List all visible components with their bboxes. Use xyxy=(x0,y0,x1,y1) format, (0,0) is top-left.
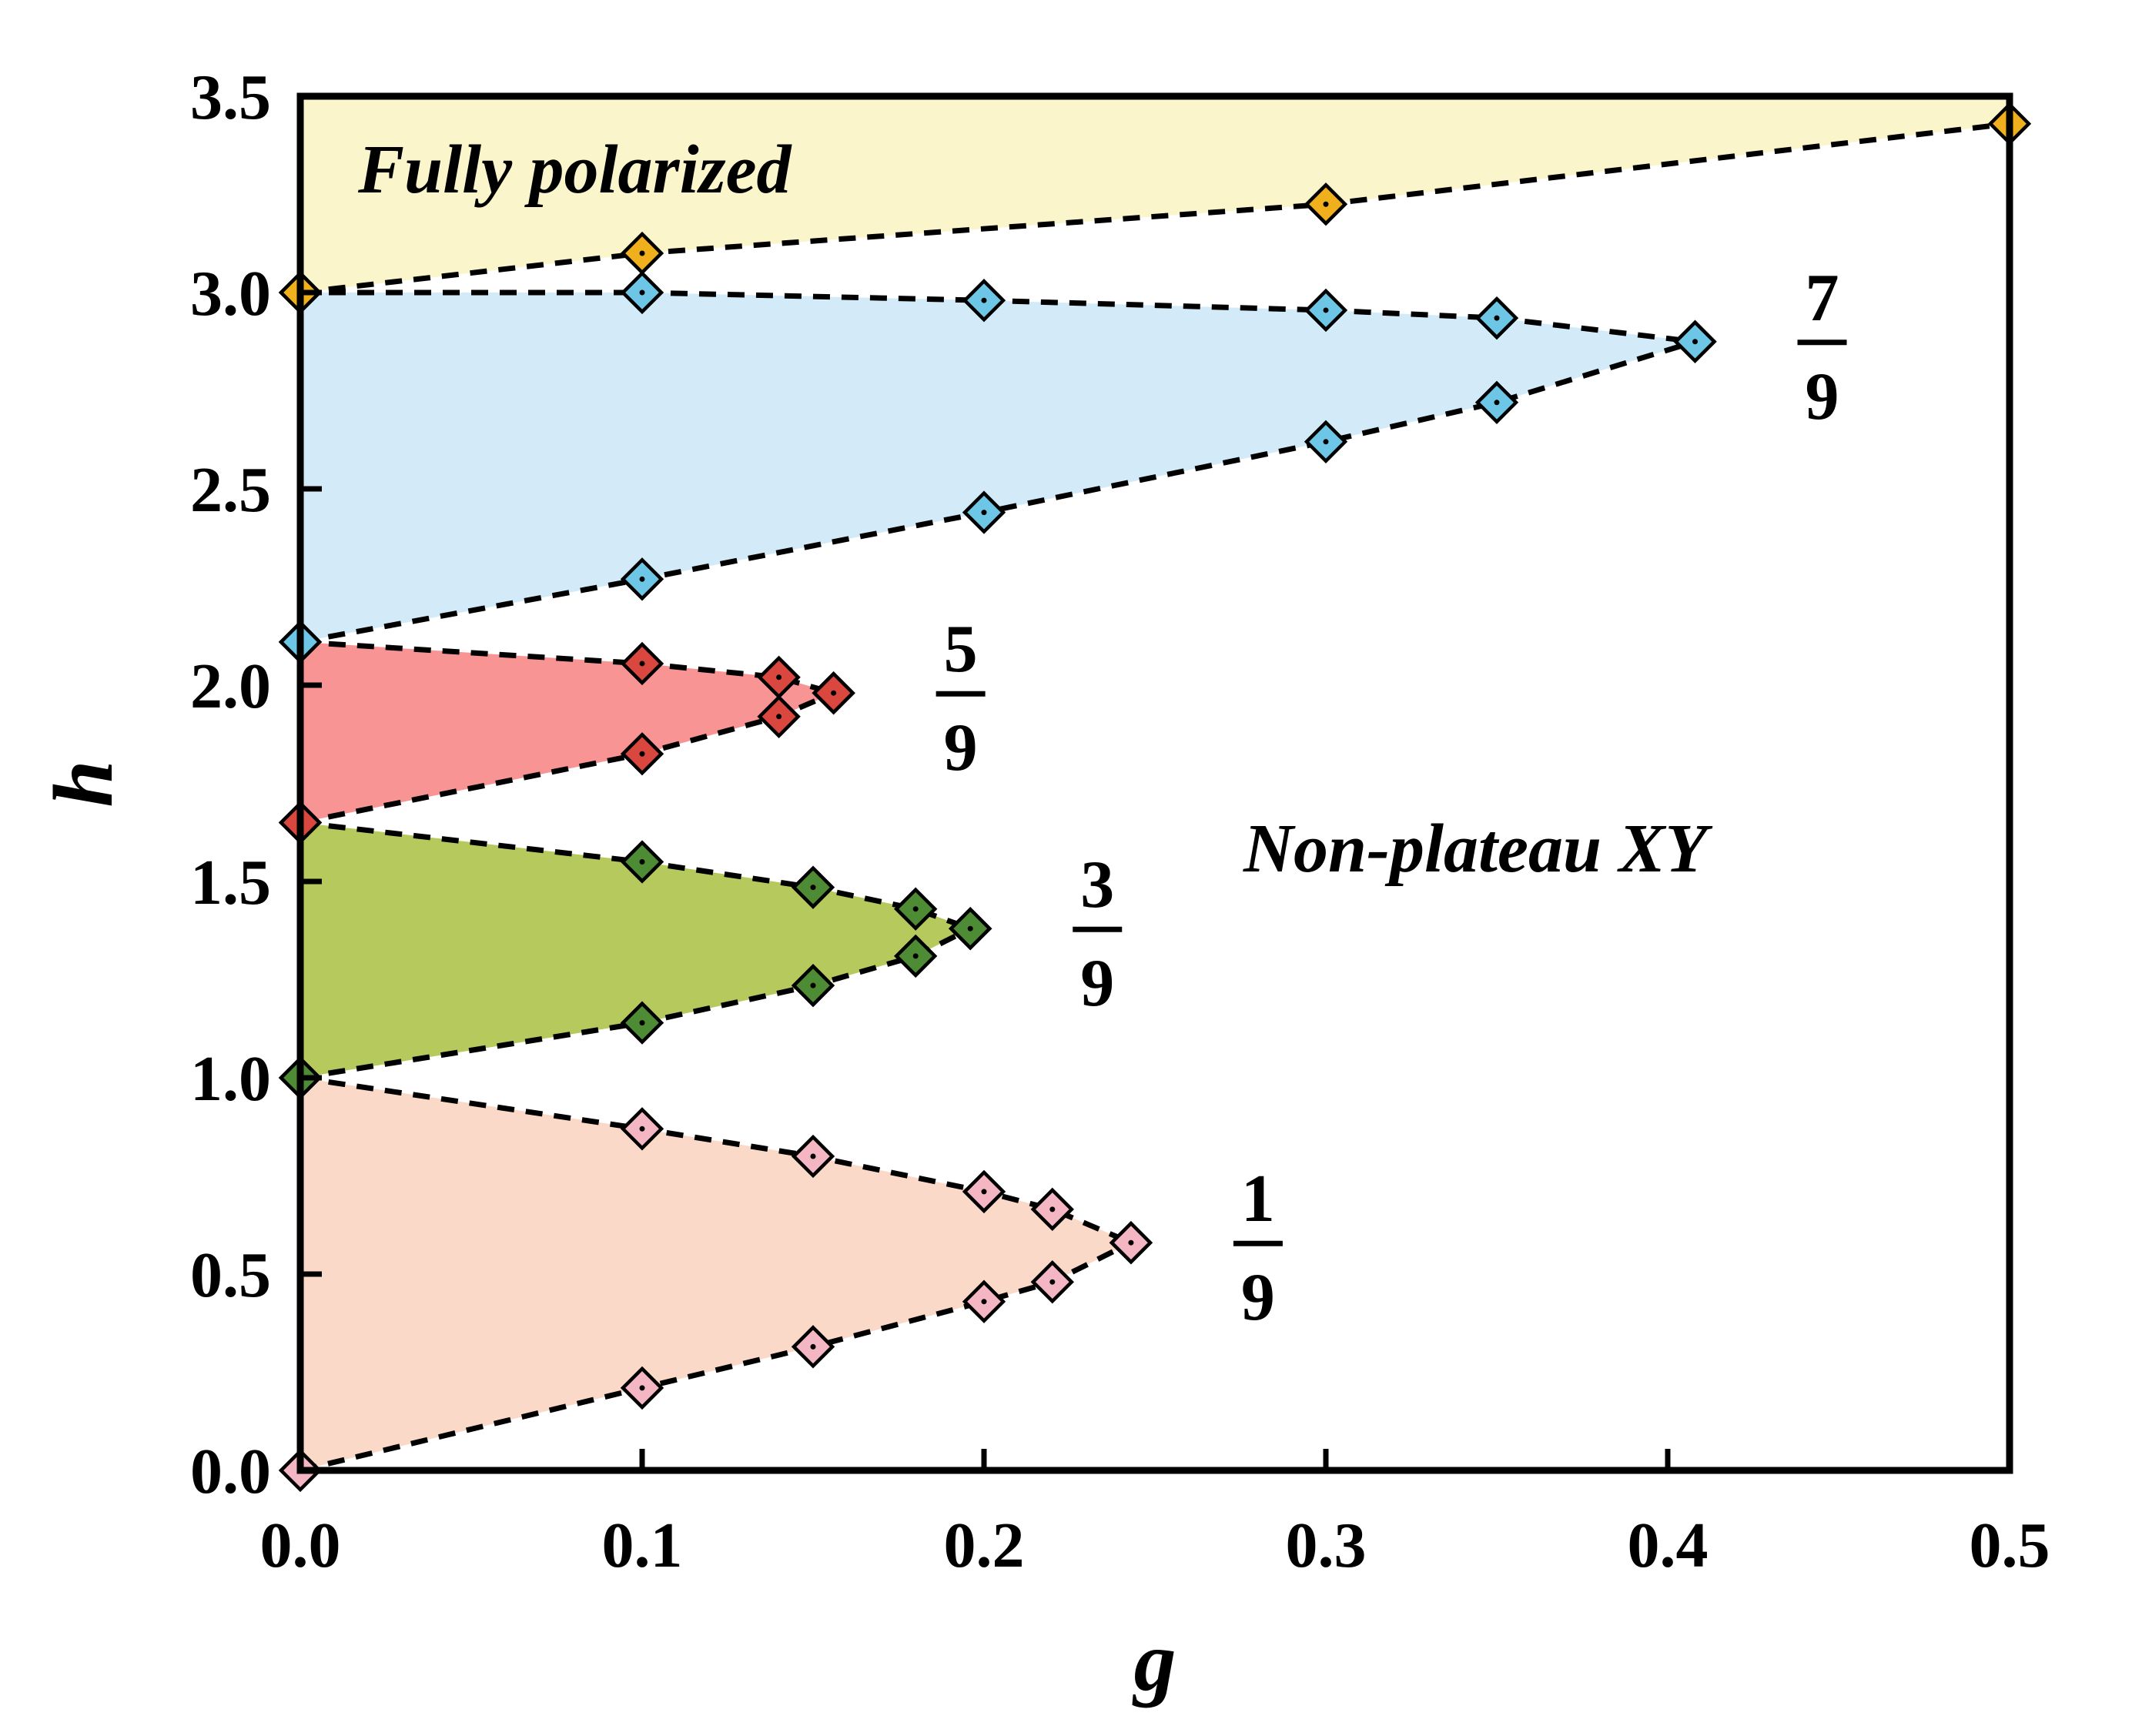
plateau-region-p7 xyxy=(300,293,1695,642)
x-tick-label: 0.4 xyxy=(1628,1510,1709,1581)
fully-polarized-region xyxy=(300,96,2010,293)
marker-p7-lower-center xyxy=(639,576,645,582)
x-tick-label: 0.1 xyxy=(602,1510,683,1581)
marker-p3-lower-center xyxy=(912,953,919,959)
marker-p3-upper-center xyxy=(810,885,816,891)
y-tick-label: 1.0 xyxy=(190,1043,271,1115)
marker-p1-upper-center xyxy=(639,1126,645,1132)
fraction-denominator-p5: 9 xyxy=(944,711,978,785)
plateau-upper-boundary-p7 xyxy=(300,289,1695,345)
y-tick-label: 1.5 xyxy=(190,847,271,918)
marker-p1-upper-center xyxy=(810,1153,816,1159)
marker-p1-lower-center xyxy=(981,1299,987,1305)
marker-p7-lower-center xyxy=(981,510,987,516)
fraction-numerator-p5: 5 xyxy=(944,612,978,687)
y-tick-label: 3.5 xyxy=(190,62,271,133)
marker-p3-upper-center xyxy=(912,906,919,912)
plateau-fraction-labels: 1 9 3 9 5 9 7 9 xyxy=(935,261,1847,1335)
plateau-upper-boundary-p5 xyxy=(300,639,835,696)
y-tick-label: 3.0 xyxy=(190,258,271,329)
marker-p1-upper-center xyxy=(981,1189,987,1195)
y-axis-title: h xyxy=(36,760,130,807)
marker-p3-lower-center xyxy=(967,925,973,932)
marker-p3-lower-center xyxy=(639,1020,645,1026)
marker-p5-lower-center xyxy=(831,690,837,696)
y-tick-label: 2.0 xyxy=(190,651,271,722)
x-tick-label: 0.3 xyxy=(1286,1510,1367,1581)
plateau-region-p1 xyxy=(300,1078,1131,1470)
marker-p1-upper-center xyxy=(1049,1206,1056,1213)
fraction-numerator-p1: 1 xyxy=(1241,1162,1275,1236)
marker-p7-lower-center xyxy=(1494,400,1500,406)
y-tick-label: 0.5 xyxy=(190,1239,271,1311)
fraction-numerator-p3: 3 xyxy=(1080,848,1114,922)
marker-p5-lower-center xyxy=(776,714,782,720)
x-tick-label: 0.0 xyxy=(260,1510,341,1581)
fully-polarized-label: Fully polarized xyxy=(357,132,793,208)
fraction-denominator-p7: 9 xyxy=(1806,360,1839,434)
plateau-region-p5 xyxy=(300,641,834,823)
y-tick-label: 2.5 xyxy=(190,454,271,526)
marker-p1-lower-center xyxy=(1128,1239,1134,1246)
marker-p7-upper-center xyxy=(981,297,987,303)
axis-ticks: 0.0 0.1 0.2 0.3 0.4 0.5 0.0 0.5 1.0 1.5 2.0 2.5 3.0 3… xyxy=(190,62,2050,1581)
plot-frame xyxy=(296,92,2013,1474)
marker-p7-upper-center xyxy=(639,289,645,296)
marker-p5-upper-center xyxy=(639,661,645,667)
non-plateau-xy-label: Non-plateau XY xyxy=(1243,811,1713,887)
marker-p3-lower-center xyxy=(810,982,816,988)
marker-p1-lower-center xyxy=(810,1343,816,1350)
marker-saturation-center xyxy=(1323,201,1329,207)
marker-p3-upper-center xyxy=(639,859,645,865)
marker-p7-lower-center xyxy=(1692,339,1699,345)
x-axis-title: g xyxy=(1132,1614,1176,1708)
plateau-lower-boundary-p5 xyxy=(300,690,835,825)
marker-p7-lower-center xyxy=(1323,439,1329,445)
marker-p1-lower-center xyxy=(639,1385,645,1391)
marker-p5-upper-center xyxy=(776,674,782,681)
x-tick-label: 0.5 xyxy=(1970,1510,2050,1581)
data-markers xyxy=(278,102,2032,1493)
saturation-boundary-line xyxy=(300,121,2010,296)
y-tick-label: 0.0 xyxy=(190,1436,271,1507)
marker-saturation-center xyxy=(639,250,645,256)
marker-p7-upper-center xyxy=(1323,307,1329,313)
fraction-denominator-p1: 9 xyxy=(1241,1260,1275,1335)
fraction-numerator-p7: 7 xyxy=(1806,261,1839,336)
marker-p5-lower-center xyxy=(639,751,645,757)
fraction-denominator-p3: 9 xyxy=(1080,946,1114,1021)
marker-p7-upper-center xyxy=(1494,315,1500,321)
plateau-lower-boundary-p1 xyxy=(300,1240,1133,1470)
x-tick-label: 0.2 xyxy=(944,1510,1025,1581)
plateau-lower-boundary-p7 xyxy=(300,339,1696,645)
marker-p1-lower-center xyxy=(1049,1279,1056,1285)
